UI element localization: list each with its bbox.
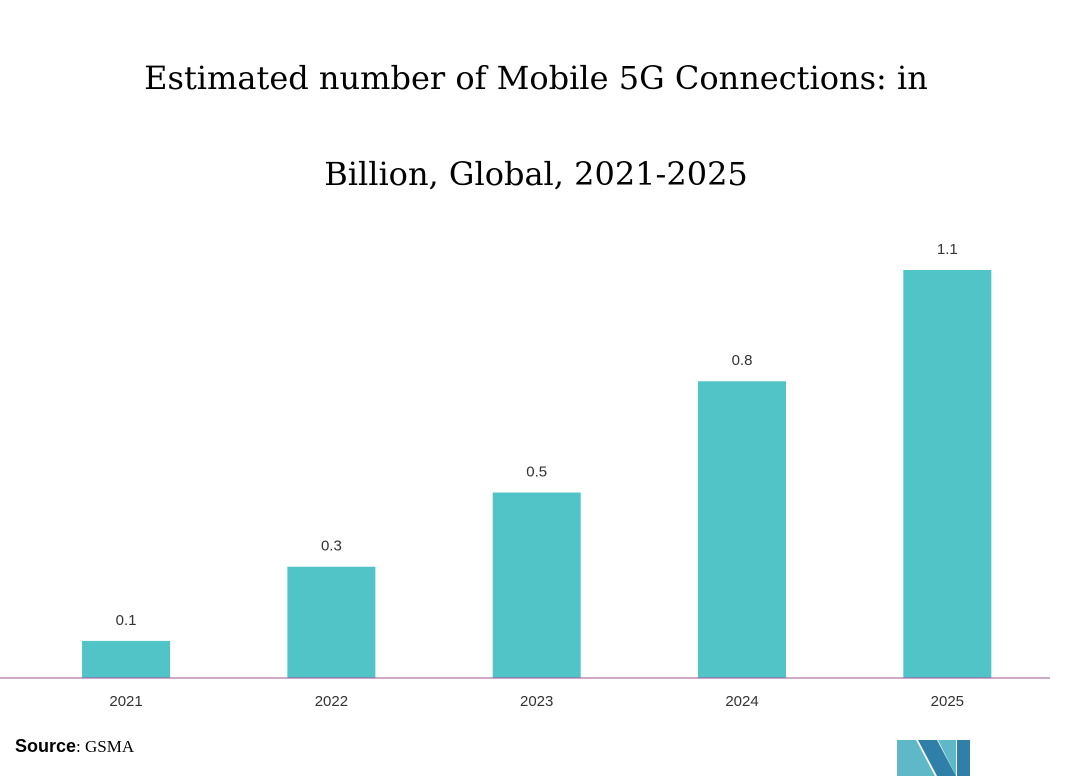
source: Source: GSMA	[15, 736, 134, 757]
source-text: : GSMA	[76, 737, 135, 756]
bar	[287, 566, 376, 678]
data-label: 1.1	[937, 241, 958, 258]
data-label: 0.5	[526, 464, 547, 481]
x-tick-label: 2021	[109, 693, 142, 710]
data-label: 0.3	[321, 538, 342, 555]
bar	[698, 381, 787, 678]
bar	[82, 640, 171, 678]
bar	[492, 492, 581, 678]
x-tick-label: 2024	[725, 693, 758, 710]
chart-title: Estimated number of Mobile 5G Connection…	[144, 59, 928, 193]
logo	[897, 740, 970, 776]
x-tick-label: 2025	[931, 693, 964, 710]
source-label: Source	[15, 736, 77, 756]
x-tick-label: 2023	[520, 693, 553, 710]
x-tick-label: 2022	[315, 693, 348, 710]
data-label: 0.8	[732, 352, 753, 369]
data-label: 0.1	[116, 612, 137, 629]
bar	[903, 270, 992, 678]
